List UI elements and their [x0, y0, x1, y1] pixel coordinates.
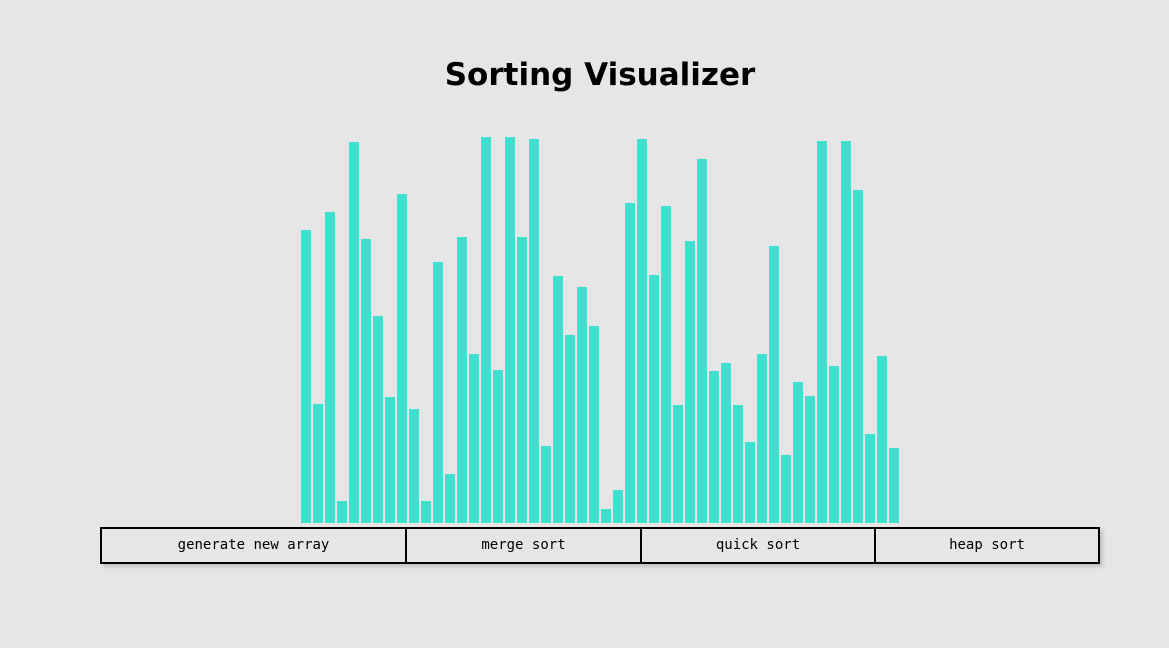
array-bar — [373, 316, 383, 523]
array-bar — [625, 203, 635, 523]
array-bar — [457, 237, 467, 523]
array-bar — [757, 354, 767, 523]
array-bar — [637, 139, 647, 523]
array-bar — [853, 190, 863, 523]
array-bar — [469, 354, 479, 523]
quick-sort-button[interactable]: quick sort — [640, 529, 874, 562]
array-bar — [349, 142, 359, 523]
array-bar — [577, 287, 587, 523]
array-bar — [397, 194, 407, 523]
array-bar — [325, 212, 335, 523]
array-bar — [409, 409, 419, 523]
array-bar — [481, 137, 491, 523]
array-bar — [313, 404, 323, 523]
merge-sort-button[interactable]: merge sort — [405, 529, 640, 562]
array-bar — [445, 474, 455, 523]
array-bar — [589, 326, 599, 523]
array-bar — [769, 246, 779, 523]
page-title: Sorting Visualizer — [444, 57, 756, 93]
array-bar — [337, 501, 347, 523]
array-bar — [385, 397, 395, 523]
array-bar — [721, 363, 731, 523]
array-bar — [433, 262, 443, 523]
array-bar — [661, 206, 671, 523]
array-bar — [361, 239, 371, 523]
array-bar — [541, 446, 551, 523]
heap-sort-button[interactable]: heap sort — [874, 529, 1098, 562]
toolbar: generate new array merge sort quick sort… — [100, 527, 1100, 564]
array-bar — [421, 501, 431, 523]
array-bar — [301, 230, 311, 523]
array-bar — [841, 141, 851, 523]
array-bar — [673, 405, 683, 523]
array-bar — [781, 455, 791, 523]
array-bar — [697, 159, 707, 523]
array-bar — [877, 356, 887, 523]
array-bar — [793, 382, 803, 523]
array-bar — [601, 509, 611, 523]
array-bar — [733, 405, 743, 523]
array-bar — [865, 434, 875, 523]
array-bar — [565, 335, 575, 523]
array-bar — [889, 448, 899, 523]
array-bar — [613, 490, 623, 523]
generate-new-array-button[interactable]: generate new array — [102, 529, 405, 562]
array-bar — [745, 442, 755, 523]
array-bar — [529, 139, 539, 523]
array-bar — [493, 370, 503, 523]
array-bar — [817, 141, 827, 523]
array-bars — [301, 130, 901, 523]
array-bar — [649, 275, 659, 523]
array-bar — [829, 366, 839, 523]
array-bar — [709, 371, 719, 523]
array-bar — [505, 137, 515, 523]
array-bar — [553, 276, 563, 523]
array-bar — [685, 241, 695, 523]
array-bar — [805, 396, 815, 523]
array-bar — [517, 237, 527, 523]
